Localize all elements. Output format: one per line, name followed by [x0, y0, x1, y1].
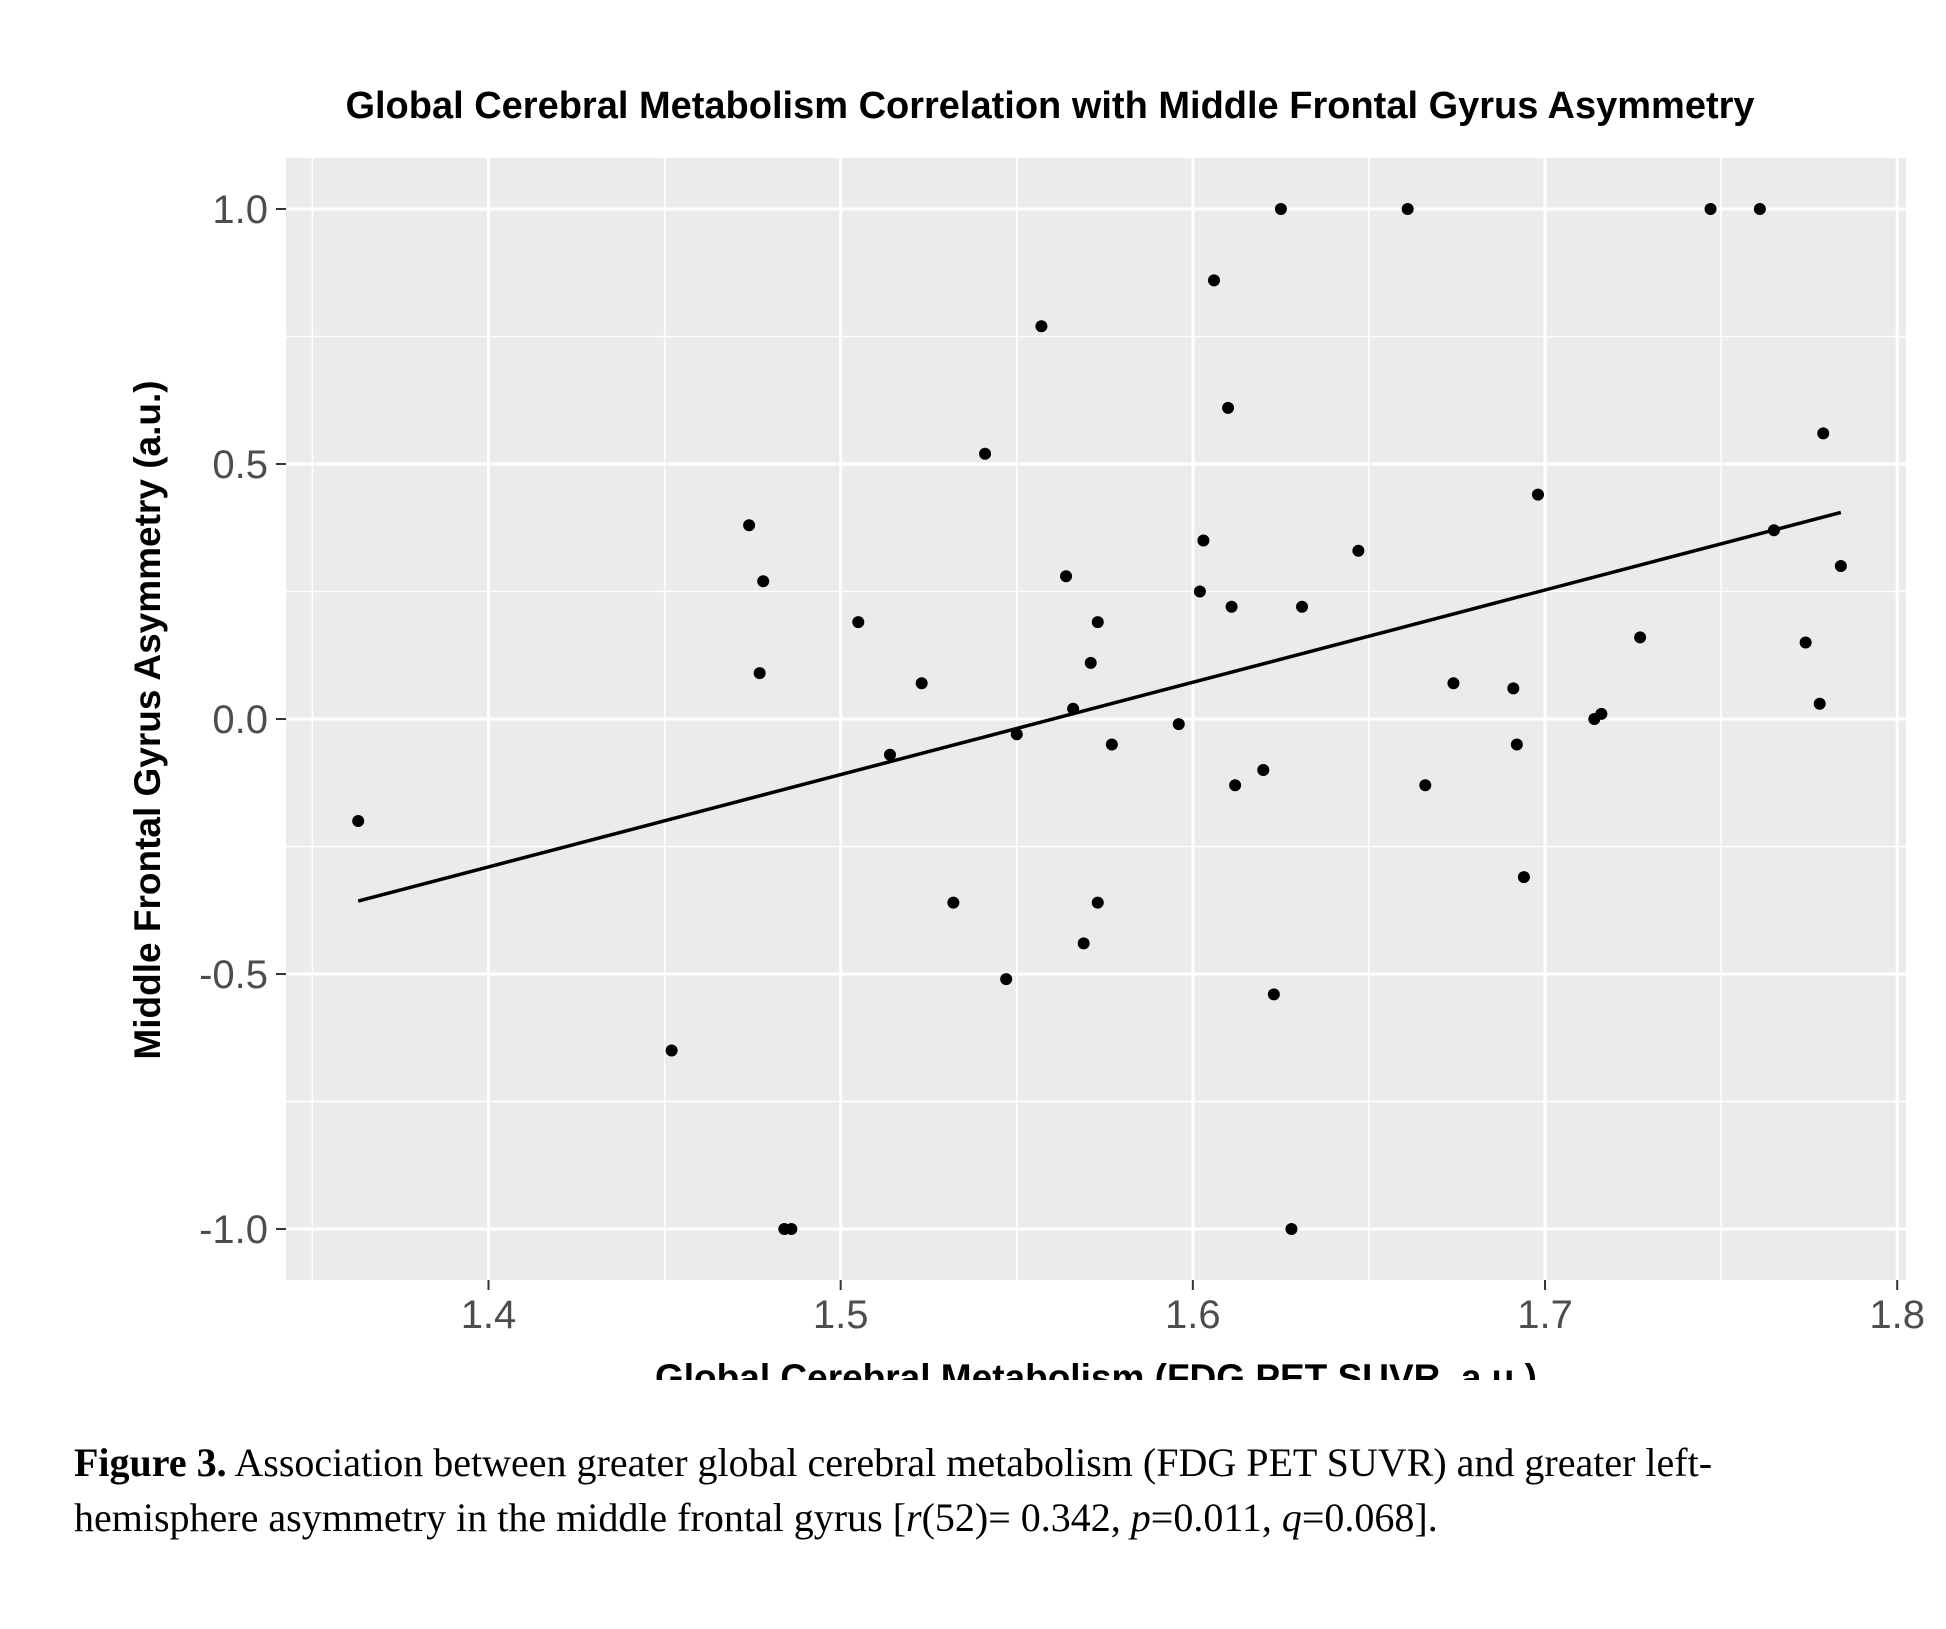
x-tick-label: 1.8: [1869, 1293, 1925, 1337]
x-axis: 1.4 1.5 1.6 1.7 1.8: [461, 1280, 1925, 1337]
scatter-chart: Global Cerebral Metabolism Correlation w…: [127, 85, 1925, 1380]
y-tick-label: 0.5: [212, 443, 268, 487]
figure-caption: Figure 3. Association between greater gl…: [74, 1435, 1894, 1545]
data-point: [753, 667, 766, 680]
data-point: [1060, 570, 1073, 583]
x-tick-label: 1.5: [813, 1293, 869, 1337]
data-point: [1193, 585, 1206, 598]
data-point: [1507, 682, 1520, 695]
data-point: [1067, 702, 1080, 715]
data-point: [1704, 203, 1717, 215]
data-point: [1229, 779, 1242, 792]
x-tick-label: 1.7: [1517, 1293, 1573, 1337]
data-point: [1813, 697, 1826, 710]
data-point: [1753, 203, 1766, 215]
x-axis-title: Global Cerebral Metabolism (FDG PET SUVR…: [655, 1357, 1537, 1380]
data-point: [1172, 718, 1185, 731]
data-point: [1517, 871, 1530, 884]
data-point: [1352, 544, 1365, 557]
data-point: [1296, 600, 1309, 613]
data-point: [1091, 896, 1104, 909]
y-axis-title: Middle Frontal Gyrus Asymmetry (a.u.): [127, 380, 168, 1059]
data-point: [1285, 1223, 1298, 1235]
caption-q: q: [1281, 1495, 1302, 1540]
caption-text-2: (52)= 0.342,: [921, 1495, 1131, 1540]
data-point: [1531, 488, 1544, 501]
regression-line: [357, 510, 1842, 903]
data-point: [1799, 636, 1812, 649]
data-point: [1035, 320, 1048, 333]
data-point: [785, 1223, 798, 1235]
caption-label: Figure 3.: [74, 1440, 227, 1485]
y-tick-label: 1.0: [212, 188, 268, 232]
x-tick-label: 1.6: [1165, 1293, 1221, 1337]
data-point: [1077, 937, 1090, 950]
data-point: [1091, 616, 1104, 629]
y-axis: 1.0 0.5 0.0 -0.5 -1.0: [199, 188, 286, 1252]
data-point: [1595, 707, 1608, 720]
data-point: [757, 575, 770, 588]
x-tick-label: 1.4: [461, 1293, 517, 1337]
data-point: [352, 815, 365, 827]
caption-text-1: Association between greater global cereb…: [74, 1440, 1713, 1540]
data-point: [1000, 973, 1013, 986]
data-point: [1634, 631, 1647, 644]
data-point: [1257, 764, 1270, 776]
chart-title: Global Cerebral Metabolism Correlation w…: [345, 85, 1754, 127]
data-point: [1419, 779, 1432, 792]
y-tick-label: 0.0: [212, 698, 268, 742]
data-point: [1817, 427, 1830, 440]
data-point: [883, 748, 896, 761]
data-point: [947, 896, 960, 909]
data-point: [1197, 534, 1210, 547]
data-point: [1767, 524, 1780, 537]
data-point: [1267, 988, 1280, 1001]
data-point: [852, 616, 865, 629]
caption-text-3: =0.011,: [1150, 1495, 1282, 1540]
y-tick-label: -0.5: [199, 953, 268, 997]
data-points: [352, 203, 1847, 1235]
data-point: [1510, 738, 1523, 751]
data-point: [1207, 274, 1220, 287]
major-gridlines: [286, 158, 1906, 1280]
data-point: [979, 447, 992, 460]
data-point: [1084, 656, 1097, 669]
y-tick-label: -1.0: [199, 1208, 268, 1252]
data-point: [1225, 600, 1238, 613]
data-point: [665, 1044, 678, 1057]
caption-p: p: [1130, 1495, 1151, 1540]
data-point: [915, 677, 928, 690]
data-point: [1401, 203, 1414, 215]
data-point: [1105, 738, 1118, 751]
data-point: [1010, 728, 1023, 741]
data-point: [1274, 203, 1287, 215]
data-point: [1222, 401, 1235, 414]
caption-text-4: =0.068].: [1301, 1495, 1438, 1540]
caption-r: r: [906, 1495, 922, 1540]
data-point: [1834, 560, 1847, 572]
data-point: [1447, 677, 1460, 690]
data-point: [743, 519, 756, 532]
